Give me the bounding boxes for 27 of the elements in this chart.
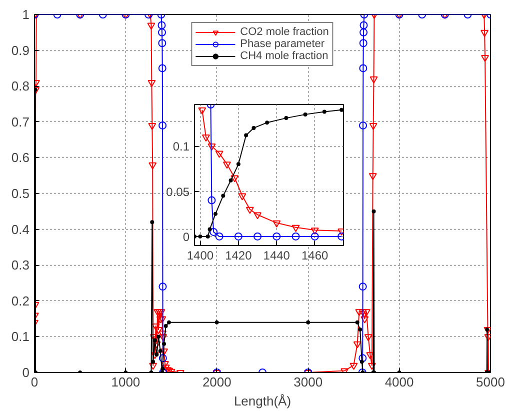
y-tick-label: 0.8 [11, 78, 30, 94]
y-tick-label: 0 [22, 365, 30, 380]
y-tick-label: 0.9 [11, 42, 30, 58]
x-axis-title: Length(Å) [234, 394, 292, 408]
x-tick-label: 5000 [476, 374, 505, 390]
y-tick-label: 0 [182, 230, 190, 244]
x-tick-label: 1420 [225, 248, 252, 262]
x-tick-label: 4000 [384, 374, 414, 390]
x-tick-label: 3000 [294, 374, 323, 390]
y-tick-label: 0.1 [11, 329, 30, 344]
y-tick-label: 0.2 [11, 293, 30, 308]
y-tick-label: 0.3 [11, 258, 30, 273]
x-tick-label: 1000 [111, 374, 140, 390]
x-tick-label: 1440 [263, 248, 290, 262]
y-tick-label: 0.05 [166, 184, 190, 199]
legend-label: CO2 mole fraction [240, 26, 329, 38]
legend-label: Phase parameter [240, 38, 325, 50]
y-tick-label: 0.7 [11, 114, 30, 130]
legend-label: CH4 mole fraction [240, 50, 328, 62]
x-tick-label: 2000 [202, 374, 232, 390]
y-tick-label: 0.1 [172, 140, 190, 154]
y-tick-label: 0.5 [11, 186, 30, 201]
y-tick-label: 1 [22, 7, 30, 22]
x-tick-label: 1400 [186, 248, 214, 262]
x-tick-label: 1460 [302, 248, 329, 262]
y-tick-label: 0.6 [11, 150, 30, 166]
y-tick-label: 0.4 [11, 222, 30, 237]
